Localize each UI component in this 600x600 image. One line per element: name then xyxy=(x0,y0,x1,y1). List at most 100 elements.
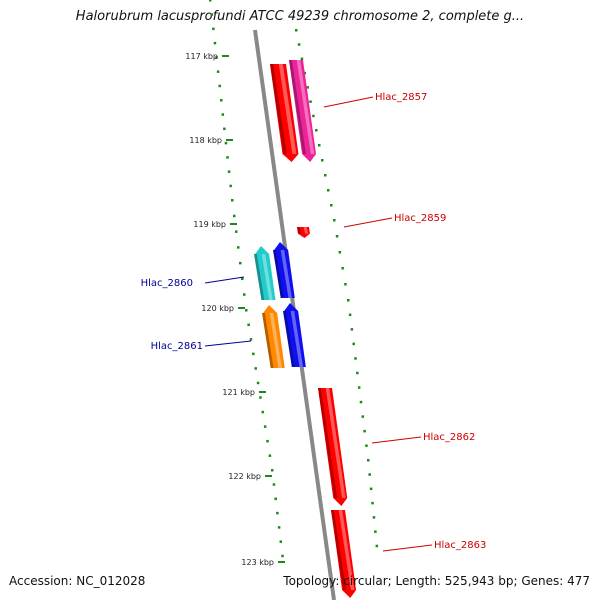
gene-shadow xyxy=(297,227,301,234)
gene-arrow xyxy=(284,303,306,367)
left-guide-dot xyxy=(226,156,229,159)
left-guide-dot xyxy=(224,141,228,145)
gene-label: Hlac_2857 xyxy=(375,92,427,103)
right-guide-dot xyxy=(361,415,365,418)
gene-4 xyxy=(254,246,276,300)
right-guide-dot xyxy=(321,159,324,162)
left-guide-dot xyxy=(266,439,269,443)
left-guide-dot xyxy=(271,469,274,472)
right-guide-dot xyxy=(303,71,307,75)
right-guide-dot xyxy=(306,86,309,89)
kbp-tick-label: 119 kbp xyxy=(193,220,226,229)
left-guide-dot xyxy=(279,540,283,543)
left-guide-dot xyxy=(243,293,246,296)
left-guide-dot xyxy=(277,526,281,529)
right-guide-dot xyxy=(309,100,312,103)
map-title: Halorubrum lacusprofundi ATCC 49239 chro… xyxy=(75,9,525,24)
right-guide-dot xyxy=(363,429,366,433)
gene-8 xyxy=(318,388,348,506)
left-guide-dot xyxy=(245,309,248,312)
gene-3 xyxy=(297,227,310,238)
kbp-tick-label: 121 kbp xyxy=(222,388,255,397)
kbp-tick-label: 117 kbp xyxy=(185,52,218,61)
gene-highlight xyxy=(303,227,309,234)
left-guide-dot xyxy=(268,454,272,457)
gene-shadow xyxy=(289,60,306,154)
left-guide-dot xyxy=(241,277,244,281)
gene-label-leader xyxy=(343,217,393,228)
gene-highlight xyxy=(338,510,355,590)
left-guide-dot xyxy=(221,113,225,116)
gene-arrow xyxy=(263,305,285,368)
left-guide-dot xyxy=(256,381,260,385)
right-guide-dot xyxy=(368,473,371,476)
right-guide-dot xyxy=(374,530,377,533)
right-guide-dot xyxy=(375,544,379,548)
right-guide-dot xyxy=(297,43,301,46)
right-guide-dot xyxy=(338,251,342,254)
gene-arrow xyxy=(331,510,357,598)
right-guide-dot xyxy=(348,313,352,317)
right-guide-dot xyxy=(372,516,376,519)
left-guide-dot xyxy=(261,410,265,414)
right-guide-dot xyxy=(367,459,370,462)
right-guide-dot xyxy=(354,357,357,360)
gene-highlight xyxy=(290,311,304,367)
left-guide-dot xyxy=(239,261,242,265)
left-guide-dot xyxy=(209,0,212,2)
gene-6 xyxy=(262,305,285,368)
right-guide-dot xyxy=(344,283,347,286)
gene-label: Hlac_2859 xyxy=(394,213,446,224)
right-guide-dot xyxy=(352,342,355,346)
right-guide-dot xyxy=(341,267,344,270)
gene-labels: Hlac_2857 Hlac_2859 Hlac_2860 Hlac_2861 Hlac… xyxy=(141,92,486,552)
gene-shadow xyxy=(283,311,295,367)
left-guide-dot xyxy=(212,27,215,31)
left-guide-dot xyxy=(237,246,240,249)
gene-5 xyxy=(273,242,295,298)
left-guide-dot xyxy=(254,367,257,370)
left-guide-dot xyxy=(210,13,214,16)
gene-shadow xyxy=(262,313,274,368)
gene-highlight xyxy=(325,388,346,498)
gene-arrow xyxy=(297,227,310,238)
gene-label-leader xyxy=(371,436,422,444)
kbp-tick-label: 118 kbp xyxy=(189,136,222,145)
gene-shadow xyxy=(331,510,346,590)
gene-shadow xyxy=(270,64,287,154)
gene-highlight xyxy=(261,254,273,300)
right-guide-dot xyxy=(359,400,363,404)
left-guide-dot xyxy=(216,70,220,73)
left-guide-dot xyxy=(213,41,217,45)
left-guide-dot xyxy=(274,497,277,501)
right-guide-dot xyxy=(327,189,330,192)
kbp-tick-label: 120 kbp xyxy=(201,304,234,313)
gene-arrow xyxy=(289,60,317,162)
left-guide-dot xyxy=(233,214,236,218)
gene-highlight xyxy=(269,313,282,368)
right-guide-dot xyxy=(300,57,304,61)
gene-7 xyxy=(283,303,306,367)
right-guide-dot xyxy=(365,444,368,447)
kbp-tick-label: 123 kbp xyxy=(241,558,274,567)
right-guide-dot xyxy=(333,219,336,222)
left-guide-dot xyxy=(252,352,255,356)
left-guide-dot xyxy=(220,99,223,102)
right-guide-dot xyxy=(312,114,315,118)
right-guide-dot xyxy=(318,144,321,147)
left-guide-dot xyxy=(272,483,276,486)
gene-2 xyxy=(289,60,317,162)
left-guide-dot xyxy=(223,127,226,131)
right-guide-dot xyxy=(324,174,327,177)
gene-highlight xyxy=(296,60,315,154)
right-guide-dot xyxy=(315,129,318,132)
left-guide-dot xyxy=(227,170,231,173)
gene-shadow xyxy=(273,250,284,298)
gene-label-leader xyxy=(204,276,245,284)
right-guide-dot xyxy=(371,501,374,505)
accession-text: Accession: NC_012028 xyxy=(9,574,146,588)
right-guide-dot xyxy=(356,371,359,375)
right-guide-dot xyxy=(295,29,298,32)
right-guide-dot xyxy=(350,328,354,331)
